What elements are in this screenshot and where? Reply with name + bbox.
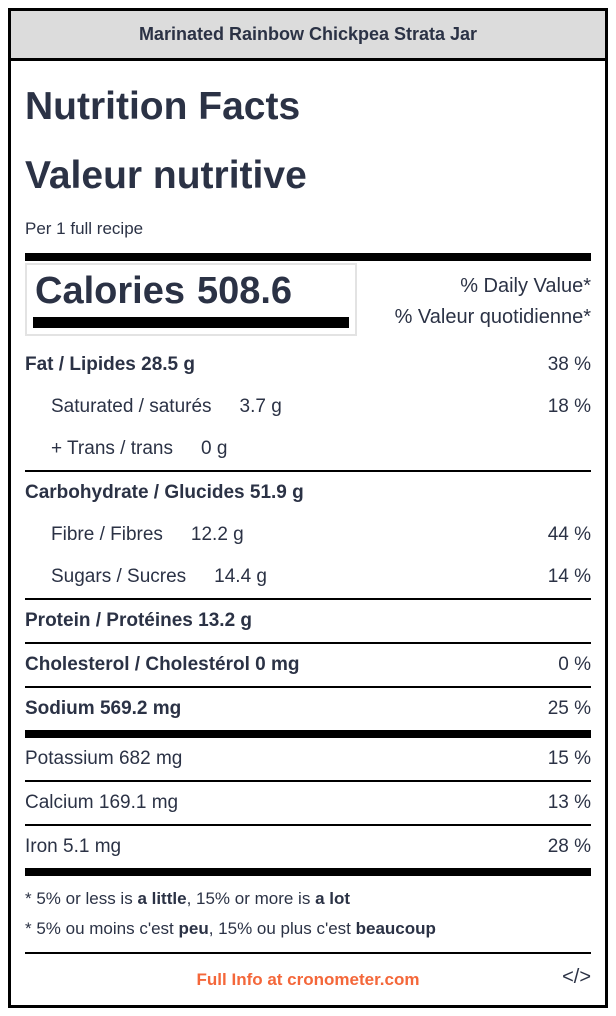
footnote-bold: a lot [315, 888, 351, 908]
label-title-en: Nutrition Facts [25, 85, 301, 128]
nutrient-name-group: Saturated / saturés 3.7 g [25, 395, 282, 419]
nutrient-name: Carbohydrate / Glucides 51.9 g [25, 481, 304, 503]
row-calcium: Calcium 169.1 mg 13 % [25, 779, 591, 824]
nutrient-percent: 15 % [547, 747, 591, 769]
row-carbohydrate: Carbohydrate / Glucides 51.9 g [25, 469, 591, 514]
footnote-bold: beaucoup [355, 918, 436, 938]
nutrient-percent: 14 % [547, 565, 591, 587]
nutrient-percent: 13 % [547, 791, 591, 813]
footnote-text: , 15% ou plus c'est [208, 918, 356, 938]
nutrient-percent: 28 % [547, 835, 591, 857]
footnote-text: * 5% ou moins c'est [25, 918, 179, 938]
nutrient-name: Fat / Lipides 28.5 g [25, 353, 195, 375]
calories-section: Calories 508.6 % Daily Value* % Valeur q… [25, 262, 591, 336]
footnotes: * 5% or less is a little, 15% or more is… [25, 884, 591, 944]
nutrient-amount: 14.4 g [214, 565, 267, 587]
full-info-link[interactable]: Full Info at cronometer.com [196, 969, 420, 989]
nutrient-name: Sodium 569.2 mg [25, 697, 182, 719]
footnote-bold: peu [178, 918, 209, 938]
nutrient-amount: 12.2 g [190, 523, 244, 545]
nutrient-amount: 3.7 g [239, 395, 282, 417]
calories-box: Calories 508.6 [25, 262, 357, 336]
nutrient-name: Sugars / Sucres [51, 565, 187, 587]
nutrient-percent: 25 % [547, 697, 591, 719]
nutrient-rows: Fat / Lipides 28.5 g 38 % Saturated / sa… [25, 344, 591, 876]
row-saturated: Saturated / saturés 3.7 g 18 % [25, 386, 591, 428]
nutrient-name: + Trans / trans [51, 437, 173, 459]
nutrient-name: Calcium 169.1 mg [25, 791, 179, 813]
footnote-text: * 5% or less is [25, 888, 138, 908]
footnote-fr: * 5% ou moins c'est peu, 15% ou plus c'e… [25, 914, 591, 944]
daily-value-line-fr: % Valeur quotidienne* [394, 305, 591, 328]
footnote-bold: a little [137, 888, 187, 908]
nutrition-facts-label: Nutrition Facts Valeur nutritive Per 1 f… [8, 58, 608, 1008]
nutrient-percent: 18 % [547, 395, 591, 417]
footnote-en: * 5% or less is a little, 15% or more is… [25, 884, 591, 914]
row-potassium: Potassium 682 mg 15 % [25, 738, 591, 780]
bottom-thick-rule [25, 867, 591, 876]
calories-underline-rule [33, 316, 349, 328]
mid-thick-rule [25, 729, 591, 738]
calories-value: 508.6 [196, 269, 293, 312]
footnote-text: , 15% or more is [186, 888, 316, 908]
nutrient-name-group: Sugars / Sucres 14.4 g [25, 565, 267, 589]
row-fibre: Fibre / Fibres 12.2 g 44 % [25, 514, 591, 556]
row-sugars: Sugars / Sucres 14.4 g 14 % [25, 556, 591, 598]
daily-value-line-en: % Daily Value* [460, 274, 591, 297]
calories-label: Calories [35, 269, 185, 312]
nutrient-name: Fibre / Fibres [51, 523, 163, 545]
nutrient-name: Saturated / saturés [51, 395, 212, 417]
nutrient-percent: 44 % [547, 523, 591, 545]
nutrient-name: Potassium 682 mg [25, 747, 183, 769]
label-title-fr: Valeur nutritive [25, 153, 307, 197]
recipe-title: Marinated Rainbow Chickpea Strata Jar [138, 24, 478, 44]
nutrient-percent: 0 % [558, 653, 591, 675]
row-trans: + Trans / trans 0 g [25, 428, 591, 470]
footer-divider [25, 951, 591, 954]
serving-size: Per 1 full recipe [25, 218, 144, 238]
nutrient-amount: 0 g [200, 437, 228, 459]
footer: Full Info at cronometer.com </> [25, 966, 591, 990]
daily-value-heading: % Daily Value* % Valeur quotidienne* [357, 263, 591, 336]
recipe-title-bar: Marinated Rainbow Chickpea Strata Jar [8, 8, 608, 58]
row-sodium: Sodium 569.2 mg 25 % [25, 685, 591, 730]
calories-line: Calories 508.6 [33, 268, 349, 317]
row-iron: Iron 5.1 mg 28 % [25, 823, 591, 868]
nutrient-name: Iron 5.1 mg [25, 835, 122, 857]
nutrient-name-group: Fibre / Fibres 12.2 g [25, 523, 244, 547]
row-protein: Protein / Protéines 13.2 g [25, 597, 591, 642]
nutrient-name: Protein / Protéines 13.2 g [25, 609, 253, 631]
nutrient-name-group: + Trans / trans 0 g [25, 437, 227, 461]
row-fat: Fat / Lipides 28.5 g 38 % [25, 344, 591, 386]
top-thick-rule [25, 252, 591, 261]
row-cholesterol: Cholesterol / Cholestérol 0 mg 0 % [25, 641, 591, 686]
embed-code-icon[interactable]: </> [562, 965, 591, 988]
nutrient-name: Cholesterol / Cholestérol 0 mg [25, 653, 300, 675]
nutrient-percent: 38 % [547, 353, 591, 375]
